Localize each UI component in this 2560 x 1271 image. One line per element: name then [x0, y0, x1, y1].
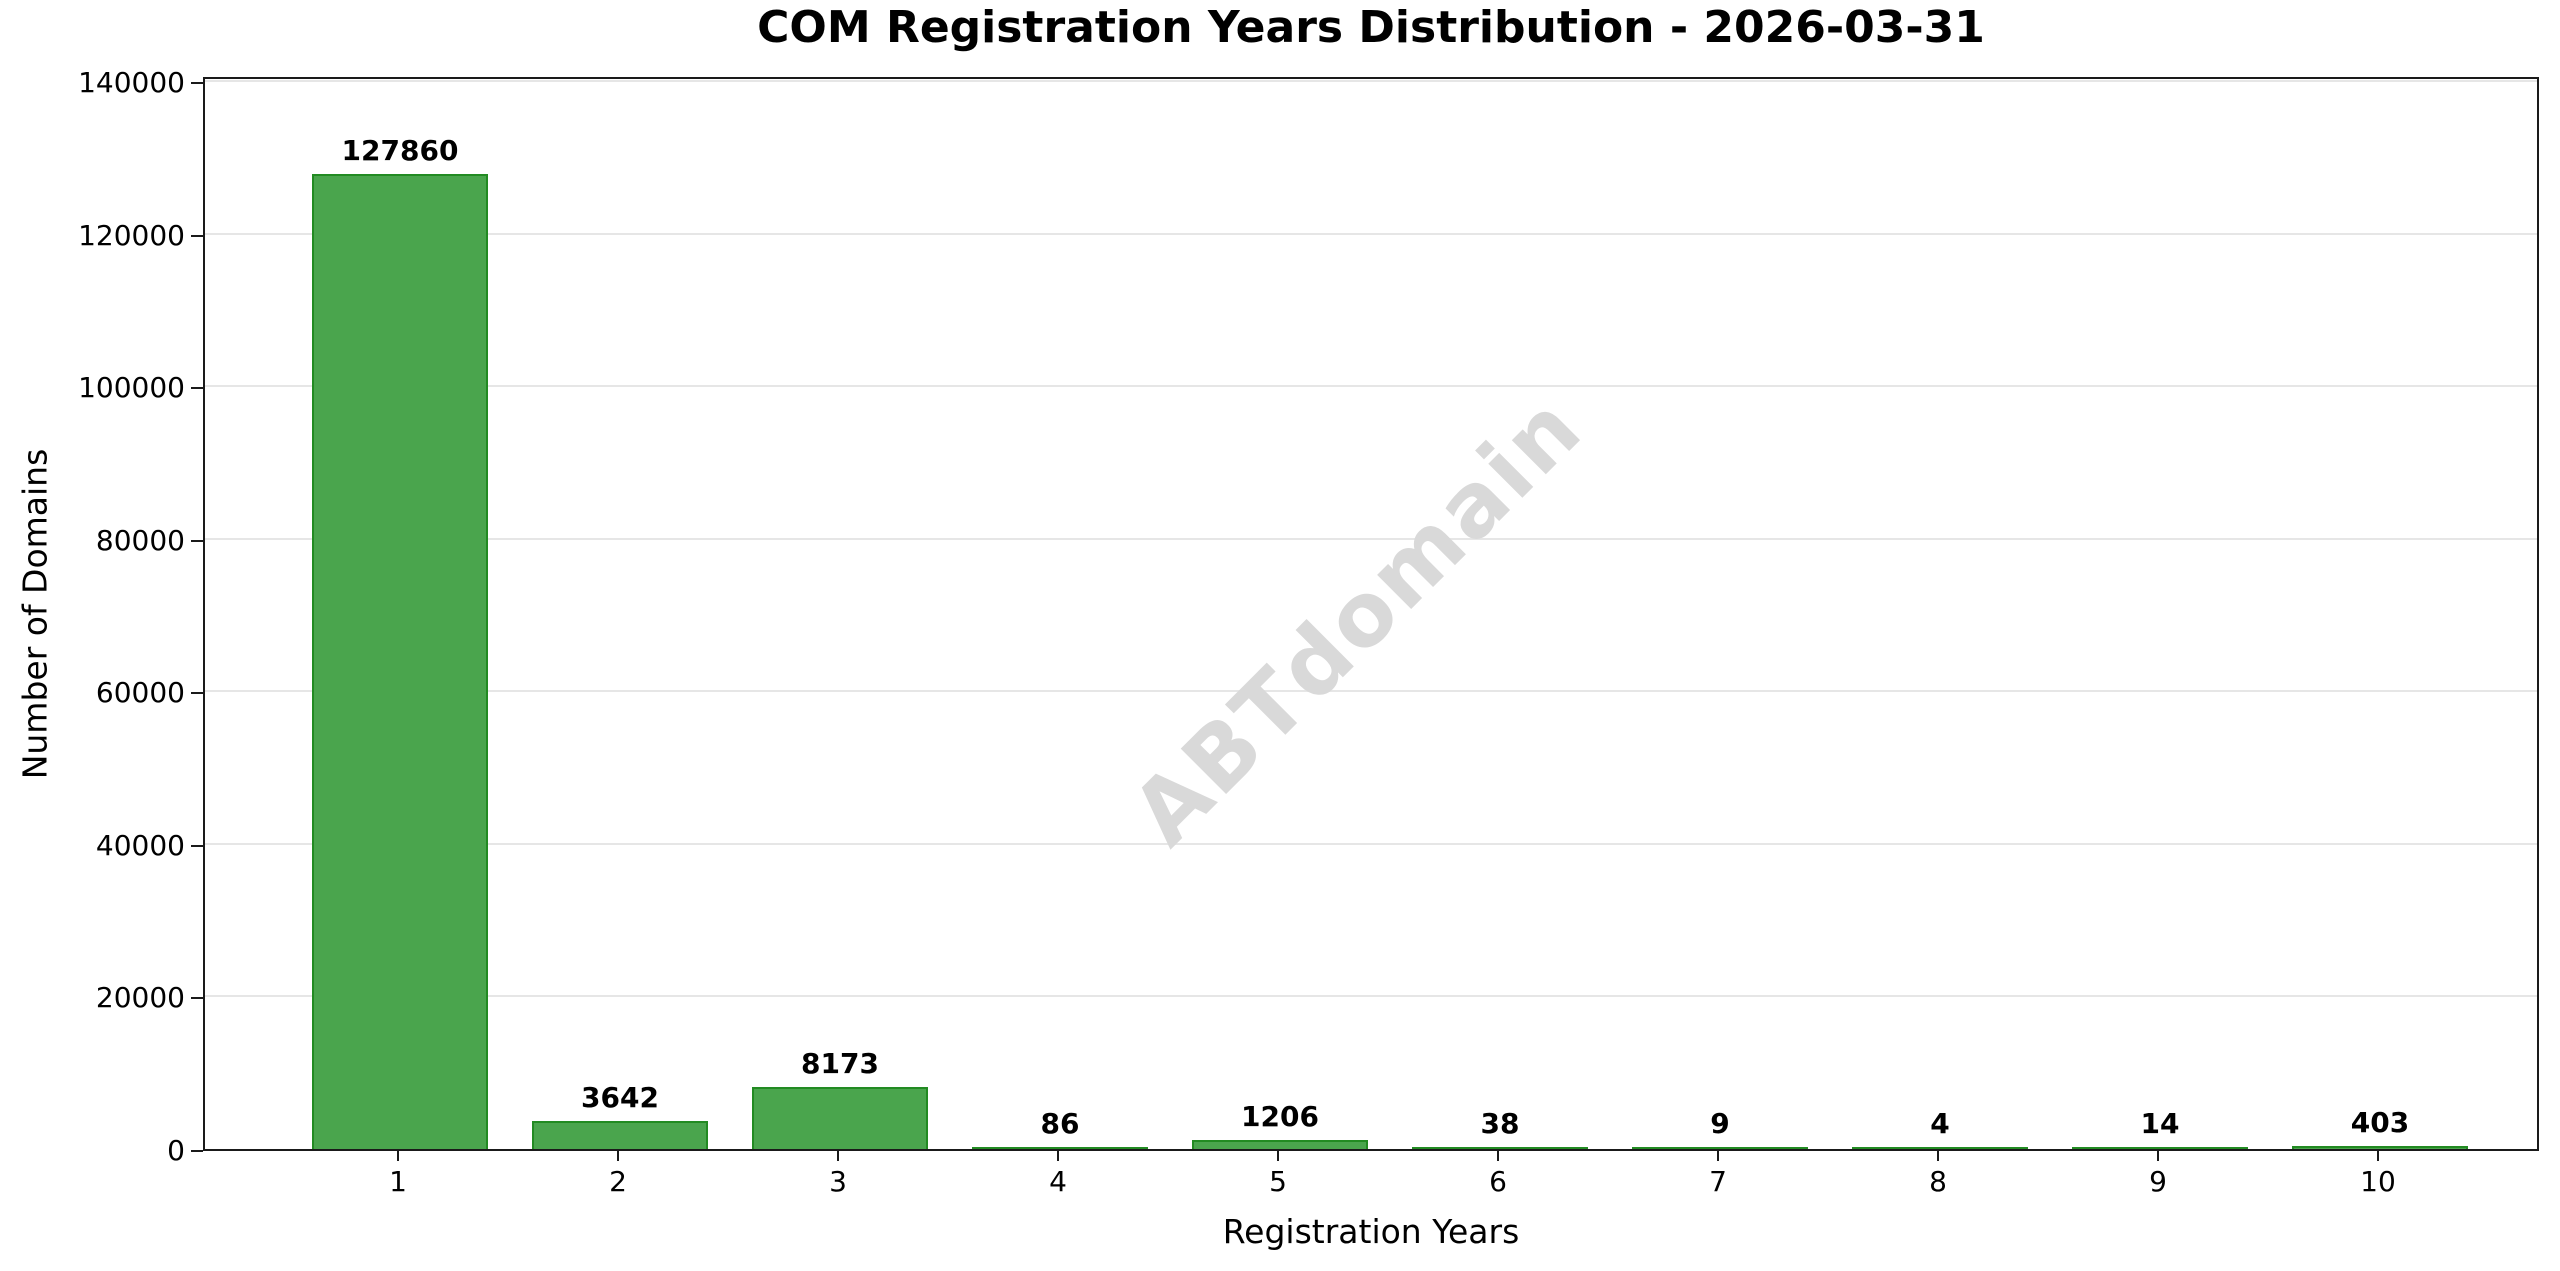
bar [312, 173, 488, 1149]
bar [2072, 1146, 2248, 1149]
x-tick-label: 7 [1709, 1165, 1727, 1198]
y-tick-mark [191, 234, 203, 237]
y-tick-mark [191, 997, 203, 1000]
bar-value-label: 1206 [1241, 1099, 1319, 1133]
gridline [205, 232, 2537, 235]
y-tick-mark [191, 539, 203, 542]
y-tick-label: 0 [167, 1134, 185, 1167]
y-tick-label: 100000 [78, 371, 185, 405]
x-tick-label: 4 [1049, 1165, 1067, 1198]
chart-title: COM Registration Years Distribution - 20… [757, 2, 1985, 53]
x-axis-title: Registration Years [1222, 1212, 1520, 1251]
x-tick-mark [397, 1151, 399, 1161]
x-tick-label: 2 [609, 1165, 627, 1198]
x-tick-label: 6 [1489, 1165, 1507, 1198]
x-tick-label: 8 [1929, 1165, 1947, 1198]
bar-value-label: 14 [2140, 1106, 2180, 1140]
x-tick-label: 9 [2149, 1165, 2167, 1198]
bar [972, 1146, 1148, 1149]
y-tick-mark [191, 82, 203, 84]
y-tick-label: 120000 [78, 218, 185, 252]
bar-value-label: 4 [1930, 1106, 1950, 1140]
y-tick-label: 60000 [95, 676, 185, 710]
x-tick-mark [2157, 1151, 2159, 1161]
bar-value-label: 3642 [581, 1081, 659, 1115]
x-tick-mark [2377, 1151, 2379, 1161]
x-tick-mark [1057, 1151, 1059, 1161]
y-axis-title: Number of Domains [15, 448, 55, 780]
y-tick-mark [191, 387, 203, 390]
bar-value-label: 9 [1710, 1106, 1730, 1140]
y-tick-mark [191, 844, 203, 847]
x-tick-mark [837, 1151, 839, 1161]
bar-value-label: 8173 [801, 1046, 879, 1080]
x-tick-mark [1497, 1151, 1499, 1161]
bar-value-label: 86 [1040, 1106, 1080, 1140]
bar [752, 1086, 928, 1149]
y-tick-label: 20000 [95, 981, 185, 1015]
gridline [205, 842, 2537, 845]
gridline [205, 385, 2537, 388]
bar [2292, 1145, 2468, 1149]
gridline [205, 537, 2537, 540]
bar-value-label: 403 [2350, 1105, 2410, 1139]
x-tick-mark [617, 1151, 619, 1161]
x-tick-label: 1 [389, 1165, 407, 1198]
bar [1852, 1146, 2028, 1149]
bar [1632, 1146, 1808, 1149]
watermark-text: ABTdomain [1112, 375, 1602, 865]
gridline [205, 690, 2537, 693]
y-tick-label: 80000 [95, 523, 185, 557]
x-tick-label: 10 [2360, 1165, 2396, 1198]
bar [1192, 1139, 1368, 1149]
x-tick-label: 5 [1269, 1165, 1287, 1198]
bar-value-label: 38 [1480, 1106, 1520, 1140]
bar-value-label: 127860 [341, 133, 459, 167]
bar [1412, 1146, 1588, 1149]
gridline [205, 995, 2537, 998]
x-tick-mark [1717, 1151, 1719, 1161]
y-tick-mark [191, 1150, 203, 1152]
bar [532, 1121, 708, 1149]
y-tick-label: 140000 [78, 66, 185, 99]
x-tick-mark [1277, 1151, 1279, 1161]
x-tick-label: 3 [829, 1165, 847, 1198]
y-tick-mark [191, 692, 203, 695]
y-tick-label: 40000 [95, 828, 185, 862]
x-tick-mark [1937, 1151, 1939, 1161]
plot-area: ABTdomain 127860 3642 8173 86 1206 38 9 4 14 403 [203, 77, 2539, 1151]
gridline [205, 80, 2537, 82]
